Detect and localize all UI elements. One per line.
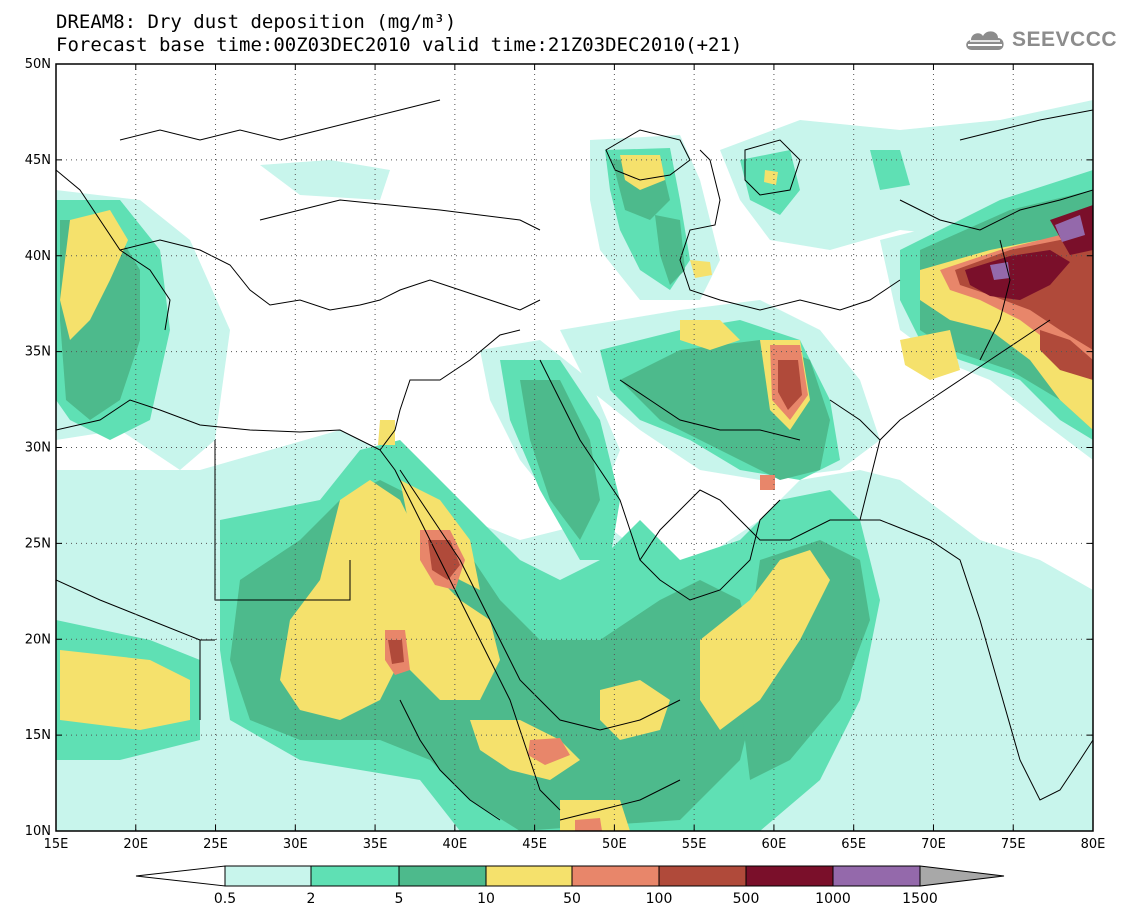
lon-tick-label: 30E	[283, 837, 308, 852]
colorbar-over-triangle	[919, 865, 1005, 887]
colorbar-swatch	[658, 865, 747, 887]
lon-tick-label: 60E	[762, 837, 787, 852]
lon-tick-label: 80E	[1081, 837, 1106, 852]
seevccc-logo: SEEVCCC	[962, 24, 1117, 56]
lon-tick-label: 25E	[203, 837, 228, 852]
lon-tick-label: 15E	[44, 837, 69, 852]
colorbar-label: 0.5	[214, 891, 236, 907]
colorbar-swatch	[398, 865, 487, 887]
colorbar-label: 100	[646, 891, 673, 907]
lat-tick-label: 45N	[25, 153, 51, 168]
colorbar-swatch	[485, 865, 573, 887]
colorbar-swatch	[224, 865, 312, 887]
colorbar-swatch	[832, 865, 921, 887]
lon-tick-label: 65E	[841, 837, 866, 852]
lat-tick-label: 40N	[25, 249, 51, 264]
colorbar-swatch	[745, 865, 834, 887]
lon-tick-label: 50E	[602, 837, 627, 852]
lon-tick-label: 40E	[442, 837, 467, 852]
lat-tick-label: 10N	[25, 824, 51, 839]
colorbar-label: 10	[477, 891, 495, 907]
lon-tick-label: 35E	[363, 837, 388, 852]
lat-tick-label: 30N	[25, 441, 51, 456]
lon-tick-label: 70E	[921, 837, 946, 852]
colorbar-label: 500	[733, 891, 760, 907]
lat-tick-label: 50N	[25, 57, 51, 72]
lat-tick-label: 35N	[25, 345, 51, 360]
cloud-icon	[966, 31, 1004, 50]
map-title: DREAM8: Dry dust deposition (mg/m³)	[56, 11, 457, 33]
lat-tick-label: 20N	[25, 632, 51, 647]
dust-deposition-field	[56, 100, 1093, 831]
lat-tick-label: 15N	[25, 728, 51, 743]
lat-tick-label: 25N	[25, 536, 51, 551]
colorbar-label: 2	[307, 891, 316, 907]
colorbar-label: 1500	[902, 891, 938, 907]
colorbar-label: 5	[395, 891, 404, 907]
lon-tick-label: 55E	[682, 837, 707, 852]
lon-tick-label: 45E	[522, 837, 547, 852]
latitude-axis: 10N 15N 20N 25N 30N 35N 40N 45N 50N	[25, 57, 1093, 839]
colorbar-under-triangle	[135, 865, 226, 887]
colorbar-label: 1000	[815, 891, 851, 907]
longitude-axis: 15E 20E 25E 30E 35E 40E 45E 50E 55E 60E 65E 70E 75E 8…	[44, 64, 1106, 852]
logo-text: SEEVCCC	[1012, 28, 1118, 51]
colorbar-swatch	[310, 865, 400, 887]
lon-tick-label: 20E	[123, 837, 148, 852]
colorbar-swatch	[571, 865, 660, 887]
coastlines-borders	[56, 99, 1093, 821]
colorbar-label: 50	[563, 891, 581, 907]
map-subtitle: Forecast base time:00Z03DEC2010 valid ti…	[56, 34, 743, 56]
lon-tick-label: 75E	[1001, 837, 1026, 852]
colorbar: 0.5 2 5 10 50 100 500 1000 1500	[135, 865, 1005, 907]
